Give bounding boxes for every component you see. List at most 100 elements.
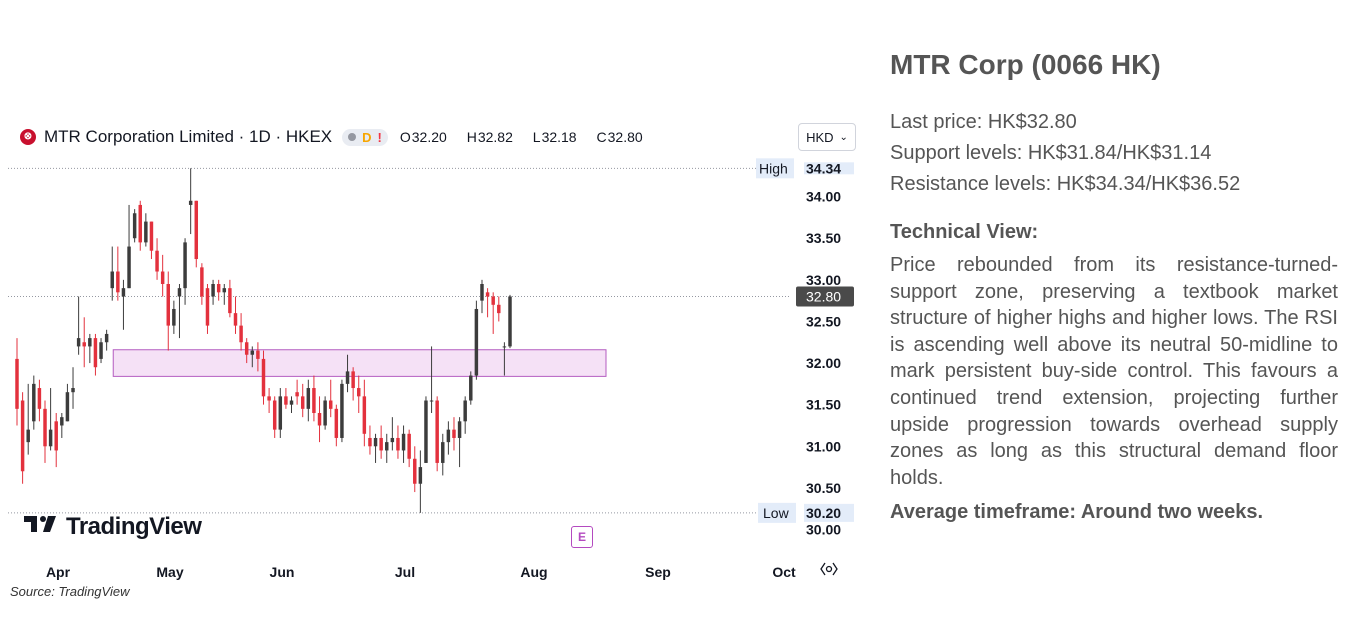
candle-body[interactable] <box>37 388 42 409</box>
chart-title[interactable]: MTR Corporation Limited · 1D · HKEX <box>44 127 333 146</box>
delayed-badge[interactable]: D <box>362 129 372 145</box>
candle-body[interactable] <box>267 396 271 401</box>
candle-body[interactable] <box>54 421 58 451</box>
candle-body[interactable] <box>99 342 103 359</box>
candle-body[interactable] <box>138 204 142 243</box>
candle-body[interactable] <box>261 358 266 397</box>
candle-body[interactable] <box>132 213 137 239</box>
candle-body[interactable] <box>166 284 170 326</box>
candle-body[interactable] <box>26 429 30 443</box>
candle-body[interactable] <box>205 288 210 326</box>
candle-body[interactable] <box>244 342 249 355</box>
candle-body[interactable] <box>385 442 389 451</box>
candle-body[interactable] <box>295 392 299 397</box>
candle-body[interactable] <box>160 271 165 284</box>
candle-body[interactable] <box>144 221 148 243</box>
candle-body[interactable] <box>250 350 255 355</box>
candle-body[interactable] <box>177 288 182 297</box>
candle-body[interactable] <box>480 284 484 301</box>
candle-body[interactable] <box>446 429 451 443</box>
candle-body[interactable] <box>239 325 243 343</box>
candle-body[interactable] <box>20 400 25 472</box>
candle-body[interactable] <box>457 421 462 438</box>
candle-body[interactable] <box>323 400 327 426</box>
candle-body[interactable] <box>401 433 406 451</box>
candle-body[interactable] <box>65 392 70 422</box>
candle-body[interactable] <box>93 338 98 368</box>
support-zone-box[interactable] <box>112 349 607 377</box>
earnings-badge[interactable]: E <box>571 526 593 548</box>
candle-body[interactable] <box>452 429 456 438</box>
price-axis[interactable] <box>790 145 860 550</box>
candle-body[interactable] <box>435 400 439 463</box>
status-pill[interactable]: D ! <box>342 128 388 146</box>
candle-body[interactable] <box>233 313 238 326</box>
candle-body[interactable] <box>441 442 445 463</box>
candle-body[interactable] <box>284 396 288 405</box>
candle-body[interactable] <box>76 338 81 347</box>
candle-body[interactable] <box>508 296 512 347</box>
candle-body[interactable] <box>222 288 227 293</box>
tradingview-logo[interactable]: TradingView <box>24 513 202 541</box>
candle-body[interactable] <box>413 458 417 484</box>
candle-body[interactable] <box>300 396 305 409</box>
candle-body[interactable] <box>379 437 383 451</box>
candle-body[interactable] <box>418 467 423 484</box>
candle-body[interactable] <box>278 396 283 430</box>
candle-body[interactable] <box>351 371 355 389</box>
candle-body[interactable] <box>424 400 428 463</box>
candle-body[interactable] <box>216 284 221 293</box>
candle-body[interactable] <box>116 271 120 293</box>
candle-body[interactable] <box>340 383 344 438</box>
candle-body[interactable] <box>149 221 154 251</box>
candle-body[interactable] <box>429 400 434 402</box>
candle-body[interactable] <box>317 413 322 426</box>
candle-body[interactable] <box>256 350 260 359</box>
candle-body[interactable] <box>272 400 277 430</box>
candle-body[interactable] <box>228 288 232 314</box>
candle-body[interactable] <box>312 388 316 413</box>
candle-body[interactable] <box>127 246 131 289</box>
candle-body[interactable] <box>328 400 333 409</box>
candle-body[interactable] <box>82 342 86 347</box>
candle-body[interactable] <box>357 388 361 397</box>
candle-body[interactable] <box>289 400 294 405</box>
candle-body[interactable] <box>396 437 400 451</box>
candle-body[interactable] <box>502 346 507 348</box>
candle-body[interactable] <box>104 333 109 343</box>
candle-body[interactable] <box>88 338 92 347</box>
axis-settings-icon[interactable] <box>820 562 838 579</box>
candle-body[interactable] <box>110 271 114 289</box>
chart-canvas[interactable]: 30.00 30.50 31.00 31.50 32.00 32.50 33.00 33.50… <box>8 115 860 580</box>
candle-body[interactable] <box>407 433 411 459</box>
candle-body[interactable] <box>368 437 372 447</box>
candle-body[interactable] <box>200 267 204 297</box>
candle-body[interactable] <box>491 296 495 305</box>
candle-body[interactable] <box>32 383 36 422</box>
candle-body[interactable] <box>463 400 467 422</box>
alert-badge[interactable]: ! <box>377 129 382 145</box>
candle-body[interactable] <box>43 408 47 447</box>
symbol-logo-icon[interactable]: ⊗ <box>20 129 36 145</box>
candle-body[interactable] <box>334 408 339 438</box>
candle-body[interactable] <box>183 242 187 289</box>
price-chart[interactable]: 30.00 30.50 31.00 31.50 32.00 32.50 33.00 33.50… <box>8 115 860 580</box>
candle-body[interactable] <box>362 396 367 434</box>
candle-body[interactable] <box>497 304 501 314</box>
last-price-tag[interactable] <box>796 286 854 307</box>
candle-body[interactable] <box>469 375 473 401</box>
candle-body[interactable] <box>474 308 479 376</box>
candle-body[interactable] <box>373 437 378 447</box>
currency-selector[interactable]: HKD ⌄ <box>798 123 856 151</box>
candle-body[interactable] <box>188 200 193 205</box>
candle-body[interactable] <box>15 358 19 409</box>
candle-body[interactable] <box>71 388 75 393</box>
candle-body[interactable] <box>390 437 395 443</box>
candle-body[interactable] <box>485 292 490 297</box>
candle-body[interactable] <box>60 417 64 426</box>
candle-body[interactable] <box>345 371 350 384</box>
candle-body[interactable] <box>121 288 126 297</box>
candle-body[interactable] <box>48 429 53 447</box>
candle-body[interactable] <box>211 284 215 297</box>
candle-body[interactable] <box>194 200 199 260</box>
